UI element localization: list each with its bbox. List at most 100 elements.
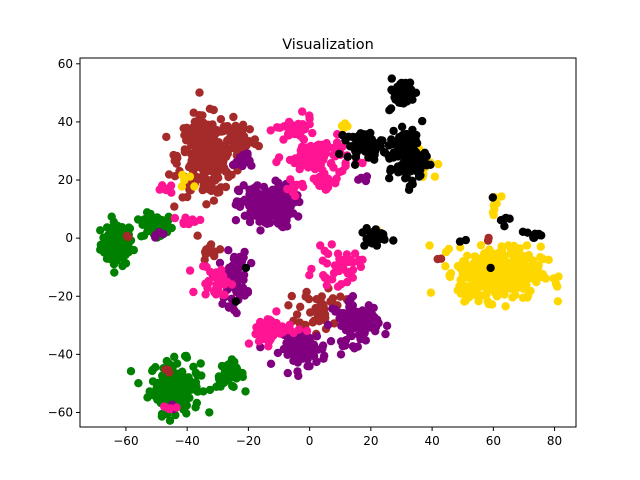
data-point [166,404,175,413]
data-point [312,357,321,366]
data-point [551,279,561,288]
data-point [510,279,519,288]
data-point [134,379,143,388]
data-point [211,284,220,294]
data-point [103,241,112,250]
data-point [336,292,345,301]
data-point [329,268,339,278]
data-point [141,220,150,229]
data-point [402,97,411,106]
data-point [531,271,540,280]
data-point [231,200,240,209]
data-point [461,296,470,305]
data-point [293,158,302,167]
data-point [284,117,294,127]
data-point [405,88,414,97]
data-point [202,148,211,157]
data-point [209,105,218,115]
data-point [299,134,308,143]
data-point [321,185,330,194]
data-point [416,165,425,174]
data-point [193,370,202,380]
data-point [208,120,217,129]
data-point [384,151,393,160]
data-point [348,265,358,275]
data-point [484,299,494,309]
data-point [226,124,236,134]
data-point [306,141,315,151]
data-point [254,328,263,337]
data-point [233,134,242,143]
data-point [317,307,326,317]
data-point [249,138,258,148]
data-point [405,78,415,87]
data-points [96,74,563,427]
data-point [337,309,346,318]
data-point [308,318,317,327]
y-tick-label: 0 [65,231,73,245]
data-point [463,251,472,260]
data-point [537,231,546,240]
data-point [118,261,127,271]
data-point [189,287,198,297]
data-point [230,144,239,153]
data-point [241,263,251,273]
data-point [232,261,242,271]
data-point [299,123,308,132]
data-point [129,245,138,255]
data-point [213,188,222,197]
data-point [302,152,311,161]
data-point [158,409,167,419]
data-point [262,334,272,343]
x-tick-label: −40 [174,434,199,448]
data-point [158,376,167,385]
data-point [205,134,214,143]
data-point [318,344,327,353]
data-point [232,268,241,277]
data-point [346,330,355,340]
data-point [331,179,340,188]
plot-frame [79,57,577,428]
data-point [158,219,167,228]
x-tick-label: 80 [547,434,562,448]
data-point [252,207,261,216]
data-point [227,280,237,289]
data-point [350,160,360,169]
data-point [173,387,183,396]
data-point [216,159,225,168]
data-point [418,116,427,126]
data-point [114,231,124,240]
data-point [230,366,240,376]
y-tick-label: −40 [48,347,73,361]
data-point [202,200,211,209]
data-point [348,258,358,267]
data-point [524,270,534,280]
data-point [205,385,215,395]
data-point [305,333,314,342]
data-point [196,173,206,182]
data-point [488,208,498,217]
data-point [182,146,192,155]
data-point [291,125,301,135]
data-point [172,159,181,168]
data-point [293,367,302,376]
data-point [395,142,405,151]
data-point [286,202,295,211]
data-point [370,227,379,236]
data-point [357,173,366,183]
data-point [160,388,169,397]
data-point [211,152,220,161]
data-point [308,128,317,138]
data-point [193,152,202,161]
data-point [265,213,274,222]
data-point [247,161,256,170]
data-point [205,408,214,417]
data-point [224,246,233,255]
data-point [536,253,545,262]
data-point [304,294,314,304]
data-point [522,241,532,250]
data-point [255,217,264,226]
data-point [536,242,545,251]
data-point [190,182,199,191]
